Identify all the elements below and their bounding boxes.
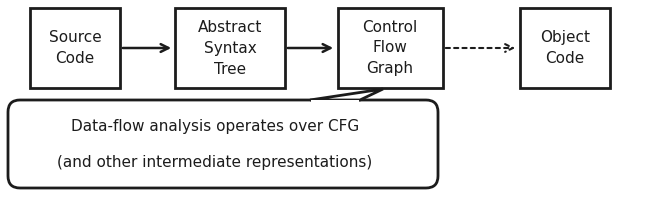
Text: Control
Flow
Graph: Control Flow Graph (363, 19, 418, 76)
Text: Abstract
Syntax
Tree: Abstract Syntax Tree (198, 19, 262, 76)
Polygon shape (311, 100, 359, 103)
Text: Source
Code: Source Code (49, 30, 101, 66)
FancyBboxPatch shape (520, 8, 610, 88)
Text: (and other intermediate representations): (and other intermediate representations) (57, 154, 372, 169)
Text: Data-flow analysis operates over CFG: Data-flow analysis operates over CFG (71, 120, 359, 134)
Text: Object
Code: Object Code (540, 30, 590, 66)
FancyBboxPatch shape (338, 8, 442, 88)
FancyBboxPatch shape (175, 8, 285, 88)
FancyBboxPatch shape (30, 8, 120, 88)
Polygon shape (310, 89, 383, 100)
FancyBboxPatch shape (8, 100, 438, 188)
